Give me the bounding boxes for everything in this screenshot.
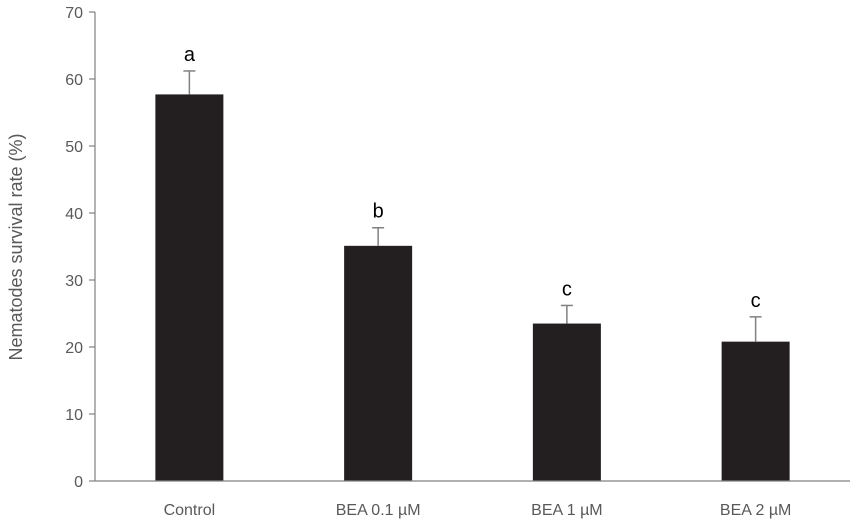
x-category-label: Control bbox=[164, 502, 216, 519]
y-tick-label: 20 bbox=[65, 340, 83, 357]
y-axis-title: Nematodes survival rate (%) bbox=[6, 133, 26, 360]
bars bbox=[155, 94, 790, 481]
x-category-label: BEA 1 µM bbox=[531, 502, 602, 519]
significance-label: c bbox=[751, 290, 761, 312]
y-tick-label: 50 bbox=[65, 139, 83, 156]
x-axis-labels: Control BEA 0.1 µM BEA 1 µM BEA 2 µM bbox=[164, 502, 792, 519]
bar bbox=[155, 94, 224, 481]
significance-label: b bbox=[373, 201, 384, 223]
x-category-label: BEA 2 µM bbox=[720, 502, 791, 519]
y-tick-label: 40 bbox=[65, 206, 83, 223]
bar bbox=[532, 323, 601, 481]
y-tick-label: 30 bbox=[65, 273, 83, 290]
significance-label: a bbox=[184, 44, 196, 66]
significance-label: c bbox=[562, 278, 572, 300]
x-category-label: BEA 0.1 µM bbox=[336, 502, 421, 519]
y-tick-label: 70 bbox=[65, 5, 83, 22]
bar bbox=[721, 341, 790, 481]
bar bbox=[344, 245, 413, 481]
y-tick-label: 10 bbox=[65, 407, 83, 424]
significance-labels: a b c c bbox=[184, 44, 761, 312]
y-tick-label: 60 bbox=[65, 72, 83, 89]
y-axis-ticks: 0 10 20 30 40 50 60 70 bbox=[65, 5, 95, 491]
error-bars bbox=[183, 70, 762, 342]
y-tick-label: 0 bbox=[74, 474, 83, 491]
